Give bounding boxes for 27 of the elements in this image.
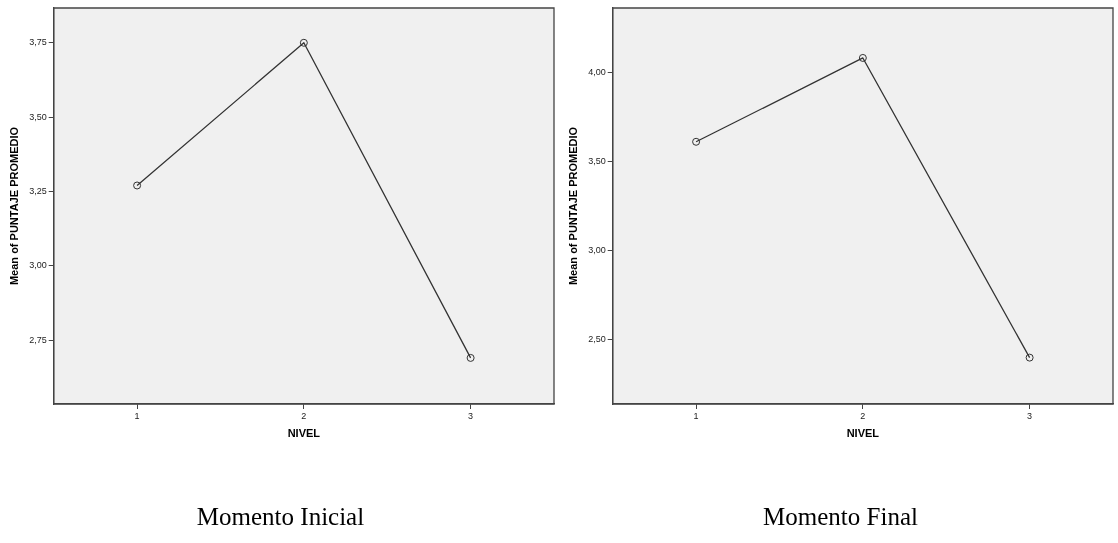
- point: [692, 137, 701, 146]
- y-tick-label: 4,00: [588, 66, 606, 77]
- y-axis-title: Mean of PUNTAJE PROMEDIO: [7, 126, 20, 286]
- x-tick-label: 1: [134, 410, 140, 421]
- y-tick-label: 3,00: [29, 260, 47, 271]
- x-axis-title: NIVEL: [287, 427, 321, 440]
- y-tick-label: 3,75: [29, 37, 47, 48]
- y-tick-label: 3,50: [588, 155, 606, 166]
- x-axis-title: NIVEL: [846, 427, 880, 440]
- x-tick-label: 3: [468, 410, 474, 421]
- point: [1025, 353, 1034, 362]
- x-tick-label: 2: [860, 410, 866, 421]
- x-tick-label: 3: [1027, 410, 1033, 421]
- y-tick-label: 3,00: [588, 245, 606, 256]
- x-tick-label: 1: [693, 410, 699, 421]
- point: [299, 38, 308, 47]
- x-tick-label: 2: [301, 410, 307, 421]
- point: [858, 53, 867, 62]
- y-axis-title: Mean of PUNTAJE PROMEDIO: [566, 126, 579, 286]
- y-tick-label: 2,50: [588, 334, 606, 345]
- y-tick-label: 2,75: [29, 334, 47, 345]
- y-tick-label: 3,50: [29, 111, 47, 122]
- y-tick-label: 3,25: [29, 185, 47, 196]
- point: [466, 353, 475, 362]
- text: Momento Final: [763, 502, 918, 530]
- text: Momento Inicial: [196, 502, 365, 530]
- point: [133, 181, 142, 190]
